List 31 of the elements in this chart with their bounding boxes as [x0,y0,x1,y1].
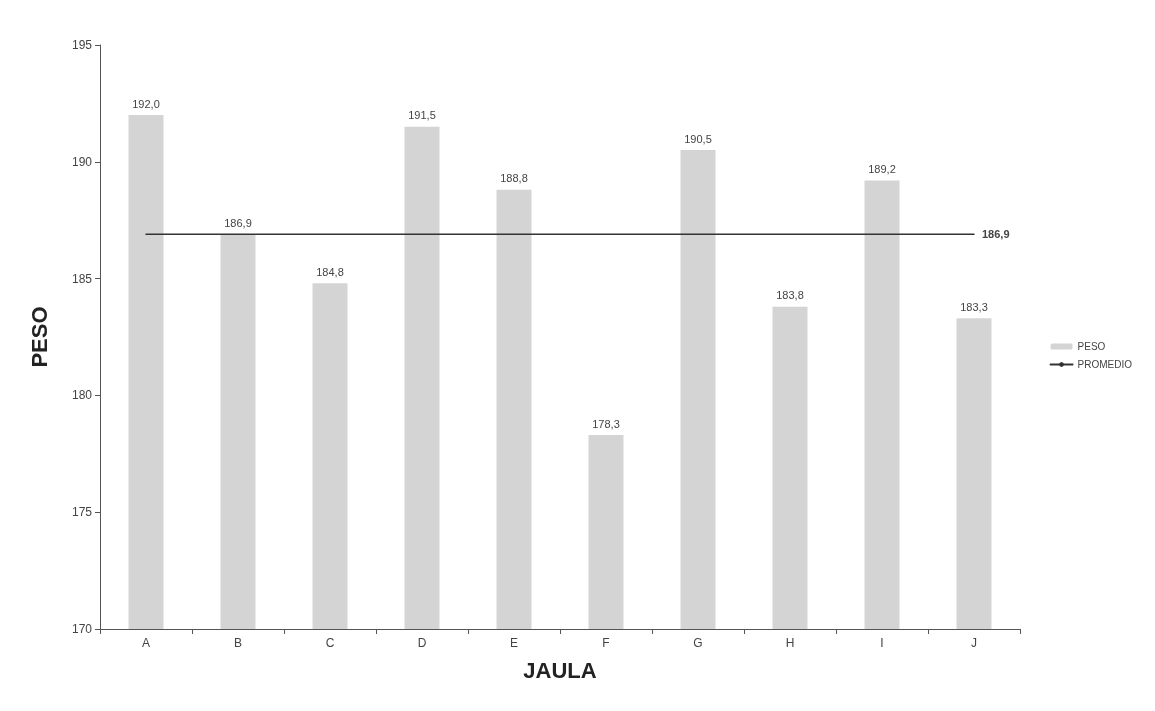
legend-label: PESO [1077,341,1106,352]
y-tick-label: 190 [71,154,93,169]
x-tick-label: D [417,636,427,650]
x-tick-label: J [971,636,977,650]
x-tick-label: E [509,636,519,650]
data-label: 178,3 [592,417,620,430]
x-tick-label: I [880,636,884,650]
data-label: 183,8 [776,289,804,302]
y-axis-title: PESO [26,306,52,368]
data-label: 184,8 [316,265,344,278]
x-tick-label: G [693,636,703,650]
data-label: 192,0 [132,97,160,110]
x-tick-label: H [785,636,795,650]
y-tick-label: 185 [71,271,93,286]
y-tick-label: 170 [71,622,93,636]
data-label: 190,5 [684,132,712,145]
y-tick-label: 180 [71,388,93,403]
data-label: 186,9 [224,216,252,229]
data-label: 189,2 [868,162,896,175]
data-label: 191,5 [408,109,436,122]
x-tick-label: A [141,636,151,650]
x-tick-label: B [233,636,243,650]
y-tick-label: 175 [71,505,93,520]
data-label: 188,8 [500,172,528,185]
y-tick-label: 195 [71,38,93,52]
legend-label: PROMEDIO [1077,359,1133,370]
x-tick-label: F [602,636,610,650]
x-tick-label: C [325,636,335,650]
data-label: 186,9 [982,228,1010,241]
data-label: 183,3 [960,300,988,313]
x-axis-title: JAULA [523,657,597,683]
